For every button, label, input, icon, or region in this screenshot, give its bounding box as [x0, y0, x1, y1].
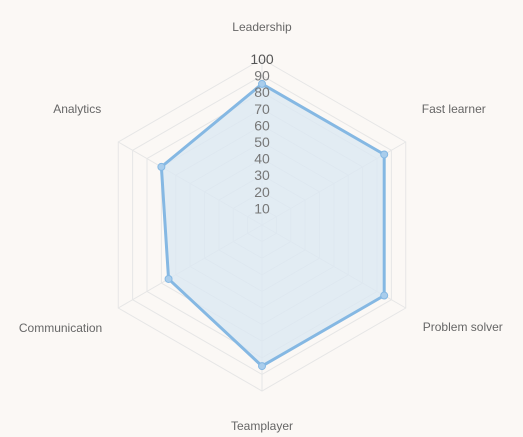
data-point-teamplayer[interactable] [258, 362, 266, 371]
data-point-leadership[interactable] [258, 79, 266, 88]
tick-label-20: 20 [254, 184, 270, 200]
axis-label-analytics: Analytics [53, 102, 101, 116]
axis-label-communication: Communication [19, 321, 102, 335]
axis-label-problem-solver: Problem solver [423, 320, 503, 334]
data-point-problem-solver[interactable] [380, 291, 389, 300]
axis-label-teamplayer: Teamplayer [231, 419, 293, 433]
axis-label-leadership: Leadership [232, 20, 292, 34]
data-point-analytics[interactable] [157, 162, 166, 171]
tick-label-70: 70 [254, 101, 270, 117]
axis-label-fast-learner: Fast learner [422, 102, 486, 116]
axis-labels: Leadership Fast learner Problem solver Team… [19, 20, 503, 433]
tick-label-40: 40 [254, 151, 270, 167]
tick-label-30: 30 [254, 167, 270, 183]
data-point-communication[interactable] [164, 274, 173, 283]
tick-label-60: 60 [254, 117, 270, 133]
tick-label-50: 50 [254, 134, 270, 150]
tick-label-80: 80 [254, 84, 270, 100]
radar-series [157, 79, 389, 371]
data-point-fast-learner[interactable] [380, 150, 389, 159]
tick-label-90: 90 [254, 68, 270, 84]
tick-label-100: 100 [250, 51, 274, 67]
tick-label-10: 10 [254, 200, 270, 216]
series-area [159, 82, 386, 368]
